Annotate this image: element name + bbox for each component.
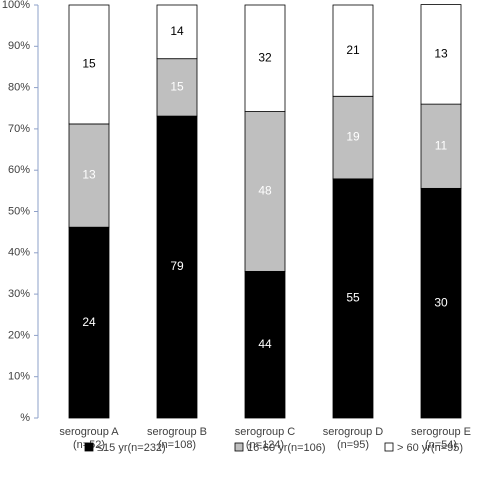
y-tick-label: %: [20, 412, 30, 424]
y-tick-label: 10%: [8, 371, 30, 383]
data-label: 11: [435, 138, 448, 152]
data-label: 19: [346, 130, 360, 144]
bar-segment: [420, 187, 462, 419]
bar-segment: [244, 111, 286, 272]
legend-swatch: [234, 442, 244, 452]
bar-segment: [332, 95, 374, 180]
bar-segment: [68, 226, 110, 419]
x-tick-label-line: (n=108): [158, 439, 196, 451]
x-tick-label: serogroup E (n=54): [411, 426, 471, 451]
y-tick-label: 30%: [8, 288, 30, 300]
bar-segment: [68, 4, 110, 125]
data-label: 79: [170, 259, 184, 273]
x-tick-label-line: serogroup A: [59, 426, 119, 438]
x-tick-label-line: serogroup D: [323, 426, 384, 438]
x-tick-label-line: (n=124): [246, 439, 284, 451]
data-label: 24: [82, 315, 96, 329]
y-tick-label: 50%: [8, 205, 30, 217]
data-label: 30: [434, 295, 448, 309]
x-tick-label-line: serogroup E: [411, 426, 471, 438]
x-tick-label: serogroup D (n=95): [323, 426, 384, 451]
legend-label: ≤15 yr(n=232): [97, 442, 166, 454]
data-label: 13: [434, 47, 448, 61]
y-tick-label: 20%: [8, 329, 30, 341]
y-tick-label: 60%: [8, 164, 30, 176]
legend-label: 16-60 yr(n=106): [247, 442, 326, 454]
bar-segment: [156, 115, 198, 419]
data-label: 14: [170, 24, 184, 38]
y-tick-label: 40%: [8, 247, 30, 259]
data-label: 32: [258, 50, 272, 64]
y-tick-label: 80%: [8, 82, 30, 94]
data-label: 55: [346, 291, 360, 305]
x-tick-label: serogroup C (n=124): [235, 426, 296, 451]
data-label: 48: [258, 184, 272, 198]
data-label: 21: [346, 43, 360, 57]
bar-segment: [420, 103, 462, 189]
x-tick-label: serogroup B (n=108): [147, 426, 207, 451]
y-tick-label: 90%: [8, 40, 30, 52]
legend-swatch: [384, 442, 394, 452]
x-tick-label-line: (n=95): [337, 439, 369, 451]
data-label: 15: [170, 80, 184, 94]
bar-segment: [420, 4, 462, 105]
x-tick-label-line: (n=54): [425, 439, 457, 451]
legend-label: > 60 yr(n=95): [397, 442, 463, 454]
data-label: 15: [82, 57, 96, 71]
bar-segment: [332, 4, 374, 97]
bar-segment: [244, 270, 286, 419]
x-tick-label-line: serogroup B: [147, 426, 207, 438]
bar-segment: [156, 4, 198, 60]
y-tick-label: 100%: [2, 0, 30, 11]
data-label: 44: [258, 337, 272, 351]
bar-segment: [332, 178, 374, 419]
bar-segment: [244, 4, 286, 112]
data-label: 13: [82, 168, 96, 182]
y-tick-label: 70%: [8, 123, 30, 135]
legend-swatch: [84, 442, 94, 452]
x-tick-label-line: serogroup C: [235, 426, 296, 438]
